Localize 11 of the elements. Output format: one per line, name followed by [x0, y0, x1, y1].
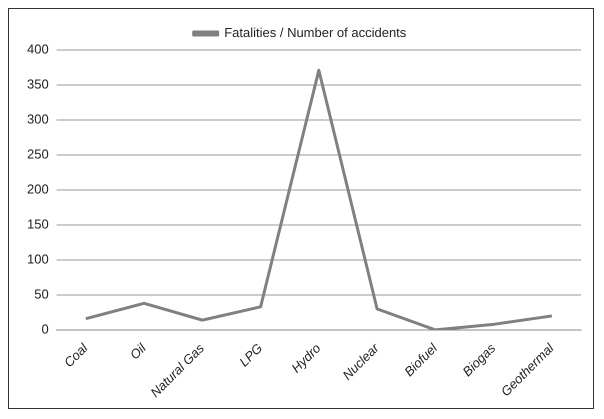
y-tick-label: 150 [26, 216, 49, 232]
y-tick-label: 0 [41, 322, 49, 336]
x-tick-label: Oil [126, 340, 150, 362]
y-tick-label: 200 [26, 182, 49, 197]
y-tick-label: 100 [26, 252, 49, 267]
y-tick-label: 300 [26, 112, 49, 127]
y-tick-label: 400 [26, 42, 49, 57]
y-tick-label: 50 [34, 286, 49, 302]
y-tick-label: 250 [26, 146, 49, 162]
y-tick-label: 350 [26, 76, 49, 92]
legend-label: Fatalities / Number of accidents [224, 25, 407, 40]
